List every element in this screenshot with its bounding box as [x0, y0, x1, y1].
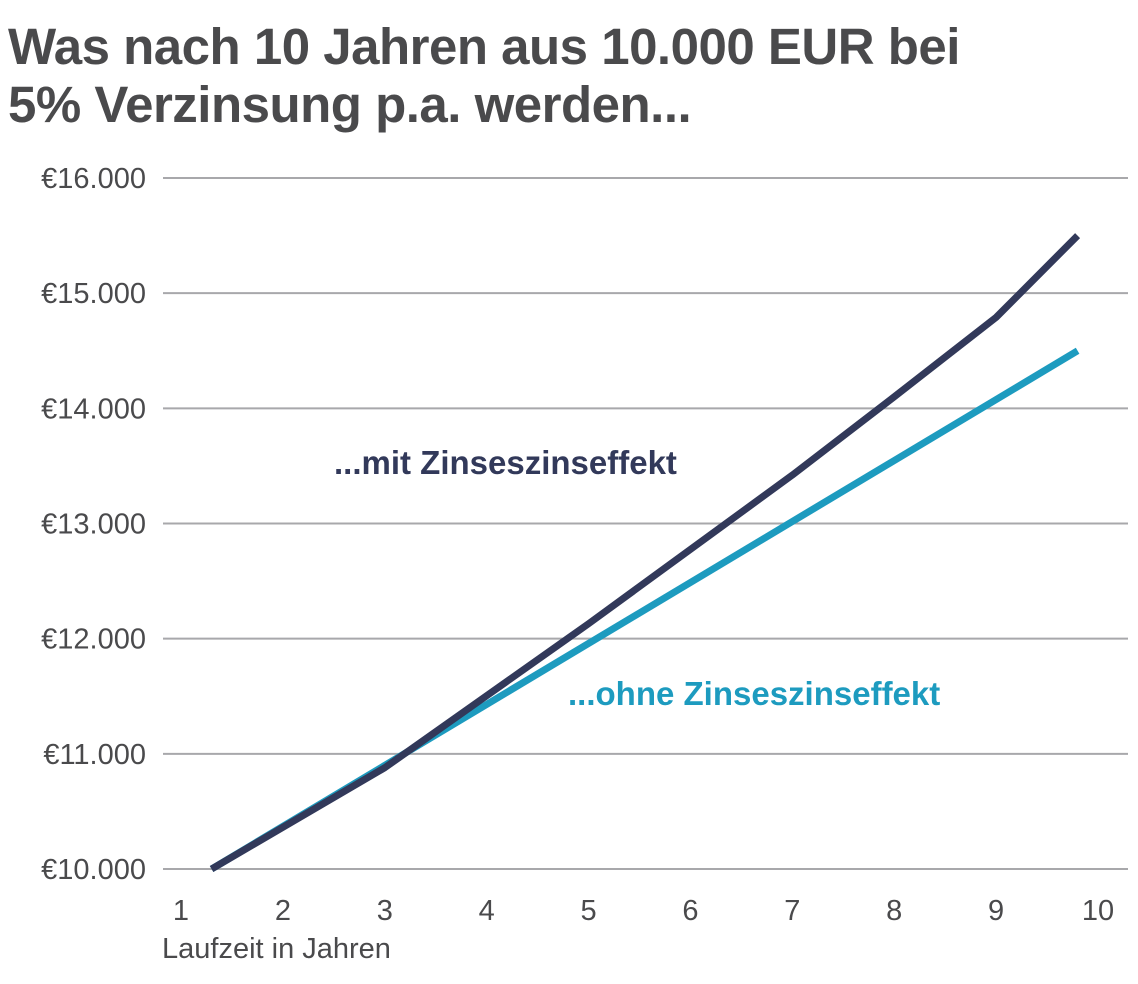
series-line-0 [209, 233, 1081, 873]
x-tick-label-10: 10 [1082, 895, 1114, 927]
x-tick-label-2: 2 [275, 895, 291, 927]
x-tick-label-8: 8 [886, 895, 902, 927]
x-tick-label-7: 7 [784, 895, 800, 927]
y-tick-label-14000: €14.000 [41, 393, 146, 425]
gridlines [163, 177, 1128, 870]
y-tick-label-10000: €10.000 [41, 854, 146, 886]
chart-title: Was nach 10 Jahren aus 10.000 EUR bei 5%… [8, 18, 1128, 134]
x-tick-label-1: 1 [173, 895, 189, 927]
chart-title-line-2: 5% Verzinsung p.a. werden... [8, 76, 692, 133]
x-tick-label-4: 4 [479, 895, 495, 927]
y-tick-label-11000: €11.000 [43, 739, 146, 771]
y-tick-label-12000: €12.000 [41, 624, 146, 656]
x-axis-label: Laufzeit in Jahren [162, 933, 391, 965]
x-tick-label-5: 5 [580, 895, 596, 927]
series-lines [209, 233, 1081, 873]
y-tick-label-16000: €16.000 [41, 163, 146, 195]
y-axis-ticks: €10.000 €11.000 €12.000 €13.000 €14.000 €15.0… [41, 163, 146, 886]
x-tick-label-9: 9 [988, 895, 1004, 927]
x-tick-label-3: 3 [377, 895, 393, 927]
series-label-ohne-zinseszinseffekt: ...ohne Zinseszinseffekt [568, 675, 940, 712]
x-tick-label-6: 6 [682, 895, 698, 927]
x-axis-ticks: 1 2 3 4 5 6 7 8 9 10 [173, 895, 1114, 927]
series-label-mit-zinseszinseffekt: ...mit Zinseszinseffekt [334, 444, 677, 481]
y-tick-label-13000: €13.000 [41, 509, 146, 541]
chart-title-line-1: Was nach 10 Jahren aus 10.000 EUR bei [8, 18, 960, 75]
y-tick-label-15000: €15.000 [41, 278, 146, 310]
